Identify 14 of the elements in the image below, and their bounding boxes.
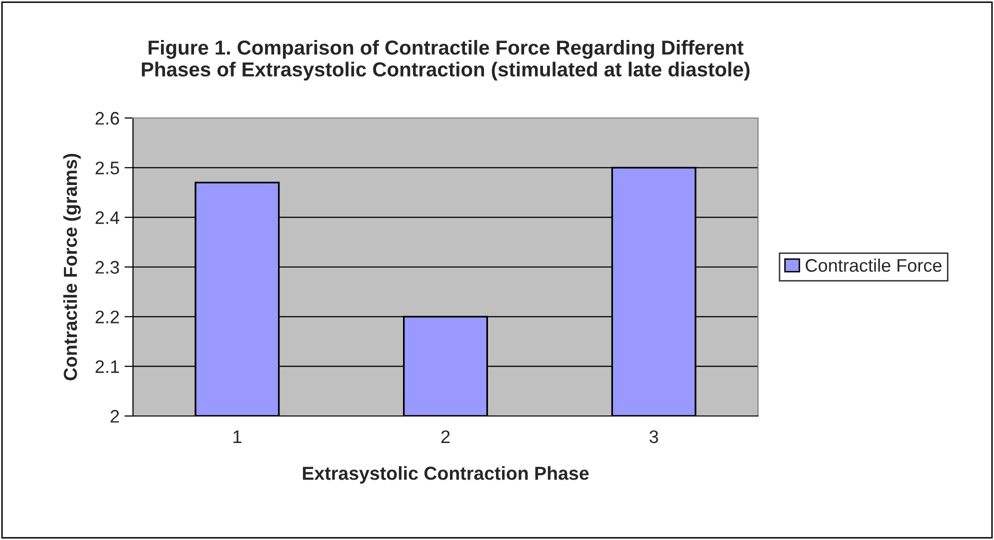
- y-axis-title: Contractile Force (grams): [63, 154, 81, 380]
- chart-title: Figure 1. Comparison of Contractile Force Regarding Different Phases of Extrasystolic Contraction (stimulated at late diastole): [142, 40, 750, 81]
- y-tick-label: 2.5: [96, 162, 120, 174]
- legend-label: Contractile Force: [806, 258, 942, 272]
- y-tick-label: 2.6: [96, 112, 120, 125]
- y-tick-label: 2.4: [96, 211, 120, 224]
- y-tick-label: 2: [110, 410, 119, 423]
- y-tick-label: 2.2: [96, 310, 119, 324]
- y-tick-label: 2.3: [96, 260, 120, 274]
- y-tick-label: 2.1: [96, 360, 119, 373]
- x-axis-title: Extrasystolic Contraction Phase: [302, 466, 589, 484]
- x-tick-label: 3: [650, 430, 658, 444]
- x-tick-label: 2: [441, 430, 450, 443]
- x-tick-label: 1: [234, 430, 242, 443]
